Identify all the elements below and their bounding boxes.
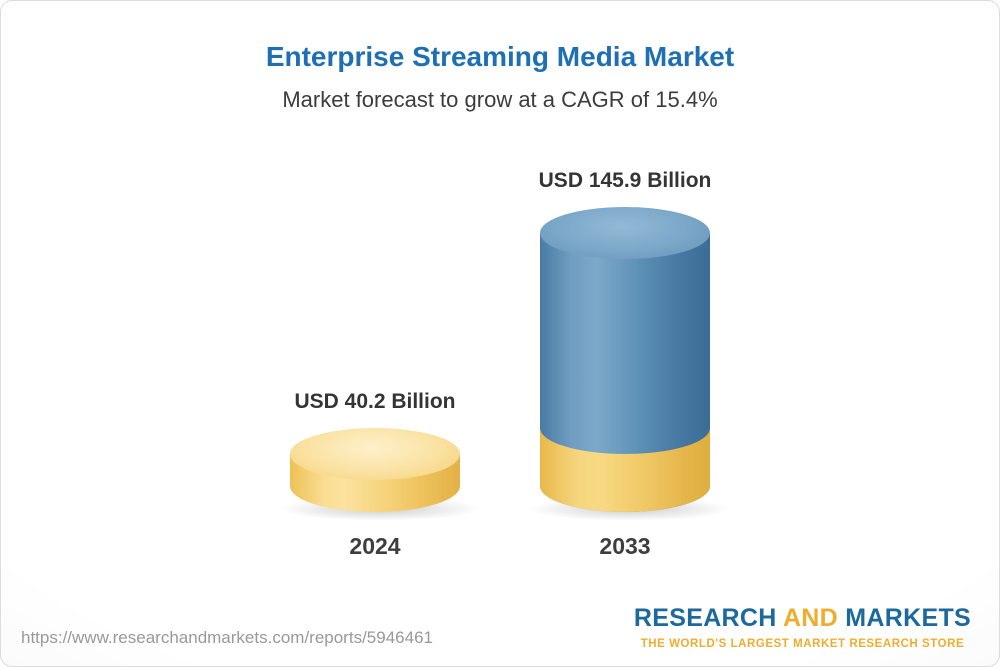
bar-2024-value-label: USD 40.2 Billion (294, 390, 456, 413)
logo-word-and: AND (782, 604, 839, 632)
bar-2024-category-label: 2024 (349, 533, 401, 559)
logo-wordmark: RESEARCH AND MARKETS (634, 604, 971, 633)
logo-word-research: RESEARCH (633, 604, 777, 632)
research-and-markets-logo: RESEARCH AND MARKETS THE WORLD'S LARGEST… (634, 604, 971, 650)
chart-subtitle: Market forecast to grow at a CAGR of 15.… (282, 87, 718, 112)
bar-2033: USD 145.9 Billion 2033 (528, 169, 732, 560)
bar-2024-cylinder (278, 428, 482, 521)
bar-2024-cylinder-top (290, 428, 460, 480)
bar-2033-cylinder-top (540, 207, 710, 259)
report-url: https://www.researchandmarkets.com/repor… (21, 628, 433, 647)
bar-2033-category-label: 2033 (599, 533, 651, 559)
chart-title: Enterprise Streaming Media Market (265, 41, 735, 72)
chart-header: Enterprise Streaming Media Market Market… (1, 41, 999, 113)
bar-2024: USD 40.2 Billion 2024 (278, 390, 482, 560)
bar-2033-value-label: USD 145.9 Billion (538, 169, 712, 192)
logo-tagline: THE WORLD'S LARGEST MARKET RESEARCH STOR… (640, 638, 965, 650)
logo-word-markets: MARKETS (845, 604, 971, 632)
bar-2033-cylinder (528, 207, 732, 521)
bar-2033-segment-boundary (540, 402, 710, 454)
